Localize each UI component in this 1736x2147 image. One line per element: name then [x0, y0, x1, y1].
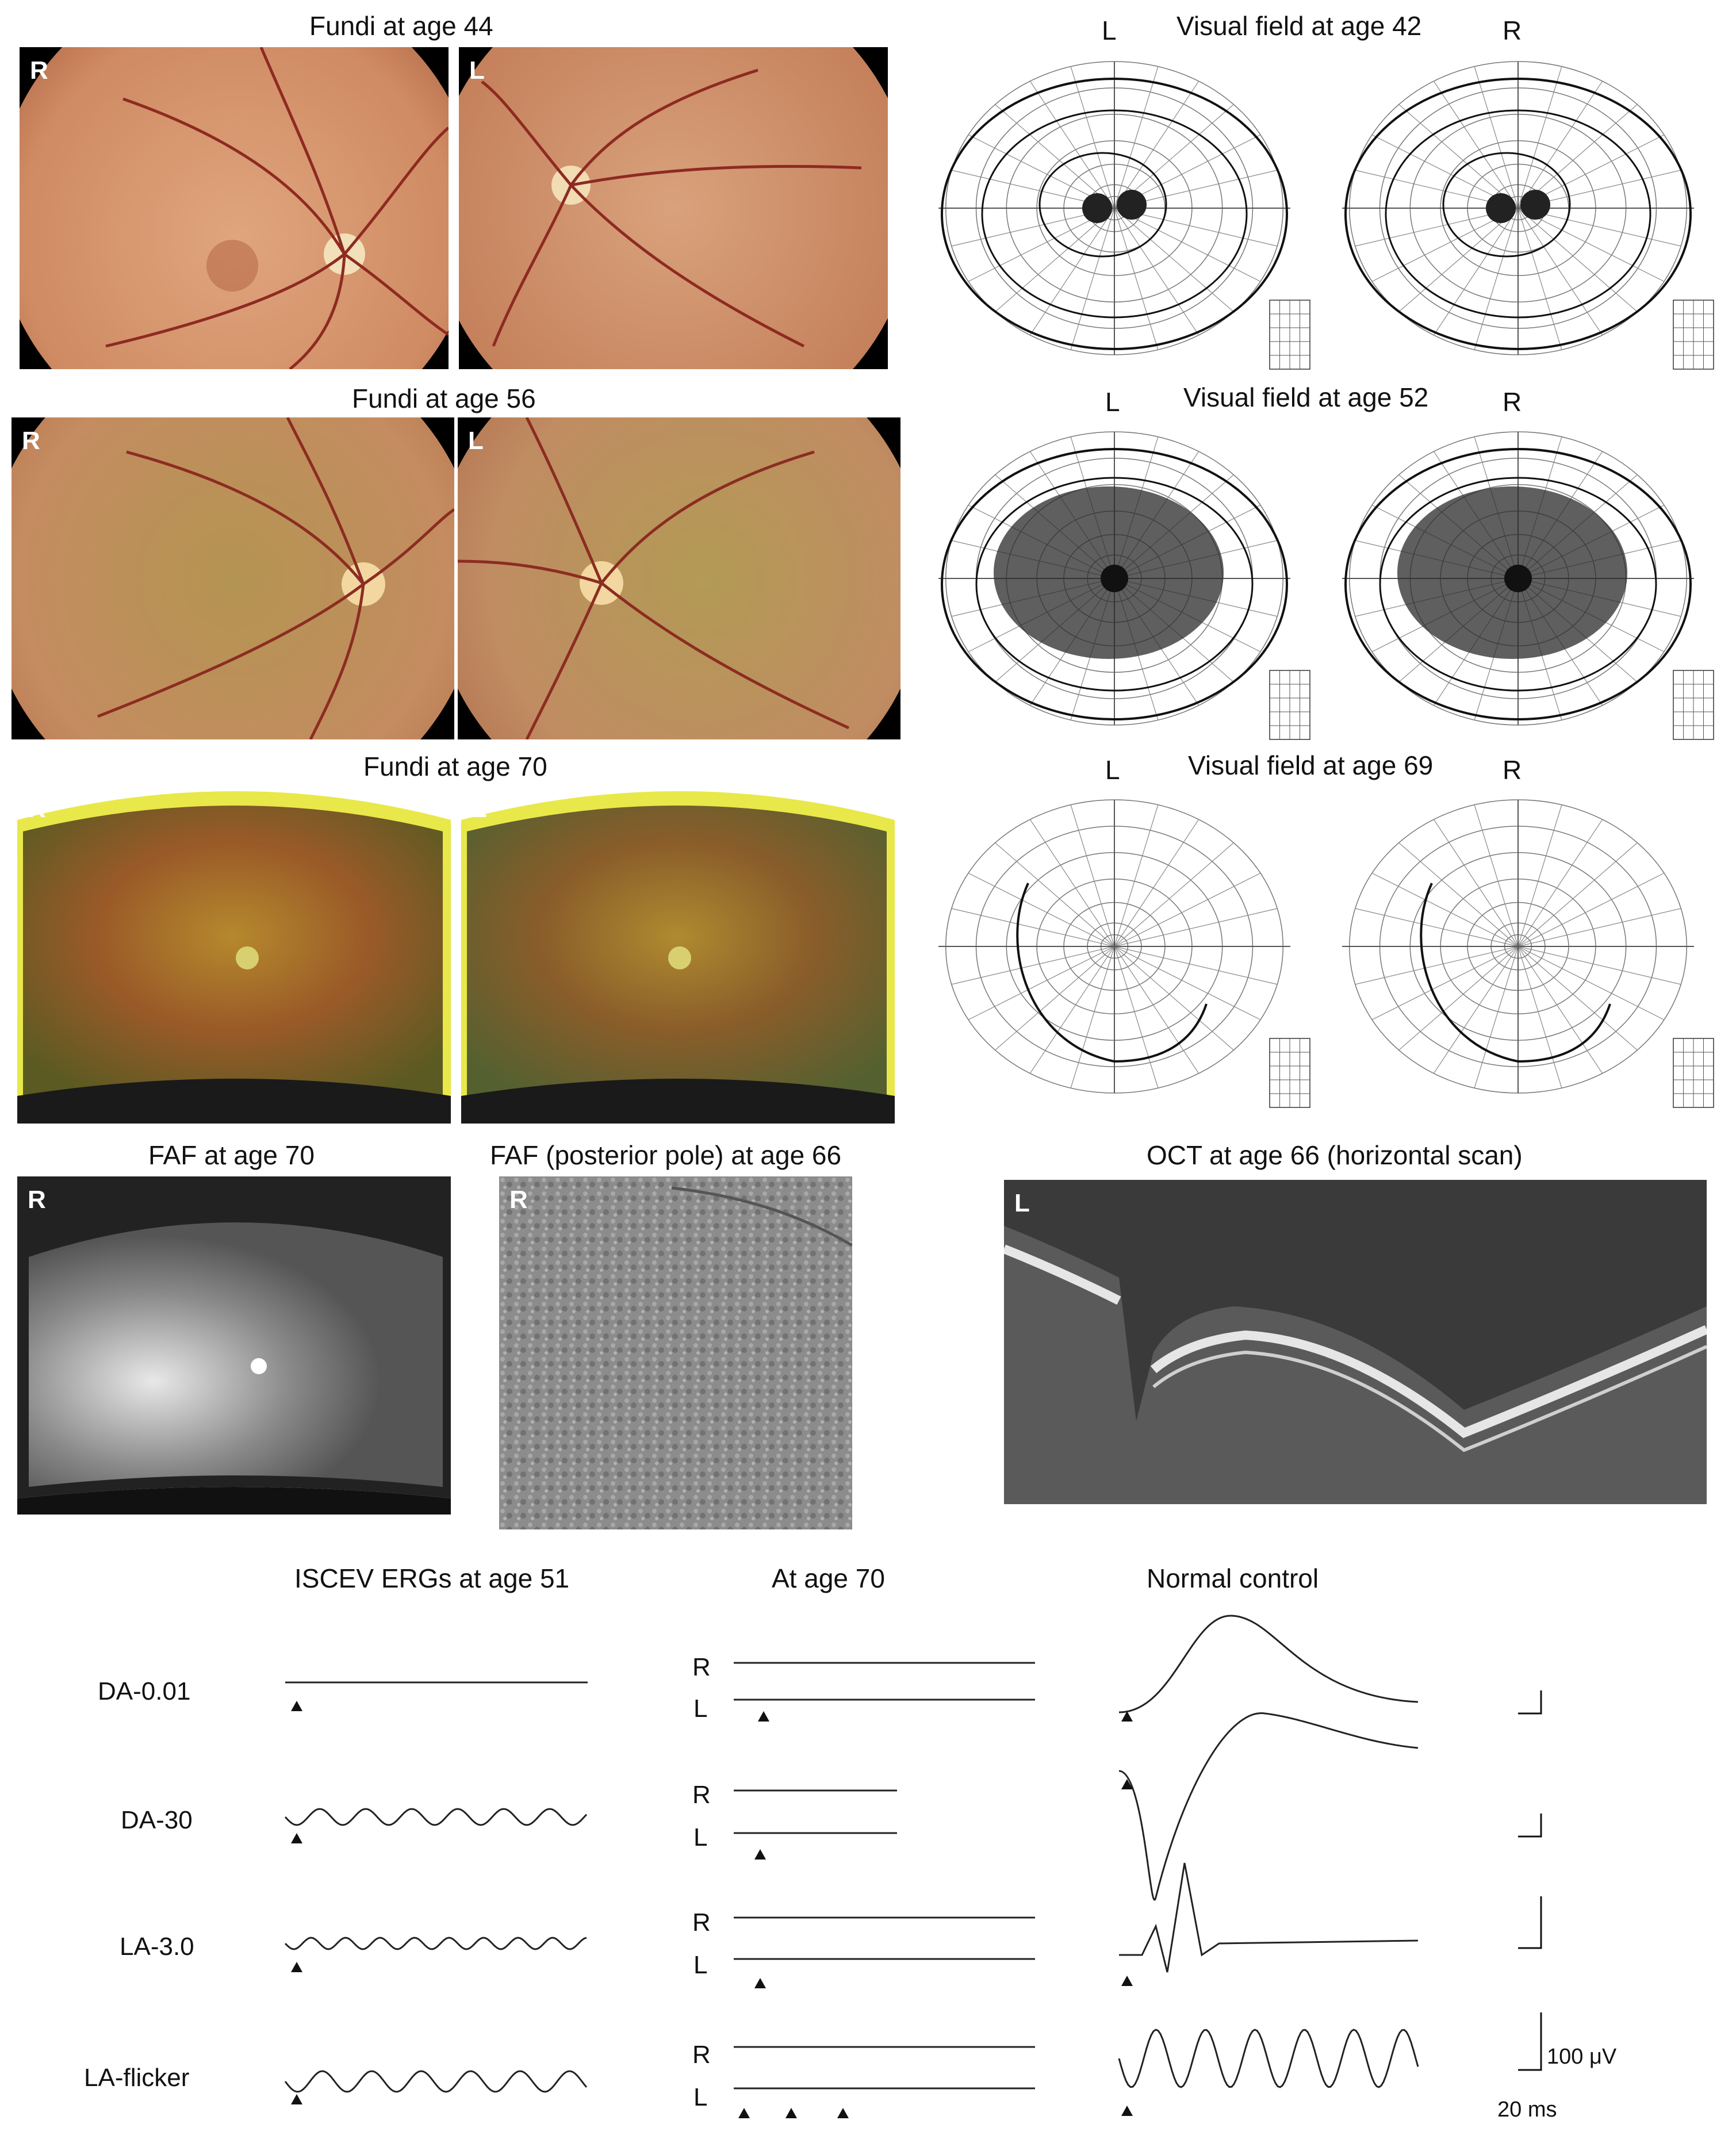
- erg-row-da001: DA-0.01: [98, 1677, 191, 1705]
- stimulus-marker: [1121, 1711, 1133, 1722]
- fundus-photo-56-right: R: [12, 417, 454, 739]
- visual-field-42-right: [1328, 53, 1719, 375]
- erg70-l-4: L: [693, 2083, 708, 2111]
- erg51-flicker: [284, 2070, 588, 2093]
- stimulus-marker: [291, 2094, 302, 2104]
- fundi-70-title: Fundi at age 70: [363, 752, 547, 781]
- erg70-r-2: R: [692, 1781, 711, 1809]
- vf-42-r-label: R: [1503, 16, 1522, 45]
- erg70-l-2: L: [693, 1823, 708, 1851]
- vf-42-l-label: L: [1102, 16, 1117, 45]
- vf-69-r-label: R: [1503, 755, 1522, 785]
- erg70-r-4: R: [692, 2041, 711, 2069]
- stimulus-marker: [1121, 2106, 1133, 2116]
- normal-da001: [1118, 1615, 1419, 1713]
- erg-col2-title: At age 70: [772, 1563, 885, 1593]
- erg-row-laflicker: LA-flicker: [84, 2064, 190, 2092]
- visual-field-69-right: [1328, 791, 1719, 1113]
- oct-66-title: OCT at age 66 (horizontal scan): [1147, 1140, 1523, 1170]
- erg70-r-3: R: [692, 1908, 711, 1937]
- faf-66-title: FAF (posterior pole) at age 66: [490, 1140, 842, 1170]
- visual-field-42-left: [925, 53, 1316, 375]
- stimulus-marker: [291, 1833, 302, 1843]
- vf-52-r-label: R: [1503, 387, 1522, 417]
- vf-52-title: Visual field at age 52: [1183, 382, 1429, 412]
- erg-traces: [284, 1615, 1542, 2118]
- stimulus-marker: [837, 2108, 849, 2118]
- visual-field-52-right: [1328, 423, 1719, 745]
- faf-70-title: FAF at age 70: [148, 1140, 315, 1170]
- scale-bar-ms-label: 20 ms: [1497, 2098, 1557, 2122]
- uwf-fundus-70-left: L: [461, 785, 895, 1124]
- eye-label-r: R: [30, 56, 48, 85]
- scale-bar: [1518, 1896, 1542, 1949]
- erg70-l-1: L: [693, 1694, 708, 1723]
- scale-bar: [1518, 1690, 1542, 1715]
- fundus-photo-44-right: R: [20, 47, 449, 369]
- eye-label-r: R: [28, 795, 46, 823]
- eye-label-l: L: [469, 56, 485, 85]
- scale-bar: [1518, 1814, 1542, 1838]
- fundi-56-title: Fundi at age 56: [352, 384, 536, 413]
- normal-la30: [1119, 1862, 1419, 1973]
- stimulus-marker: [1121, 1976, 1133, 1986]
- erg70-l-3: L: [693, 1951, 708, 1979]
- vf-69-l-label: L: [1105, 755, 1120, 785]
- oct-66-image: L: [1004, 1180, 1707, 1504]
- stimulus-marker: [738, 2108, 750, 2118]
- fundus-photo-56-left: L: [458, 417, 900, 739]
- stimulus-marker: [758, 1711, 769, 1722]
- erg51-da30: [284, 1808, 588, 1826]
- erg-col3-title: Normal control: [1147, 1563, 1319, 1593]
- eye-label-l: L: [1014, 1189, 1030, 1217]
- stimulus-marker: [754, 1849, 766, 1860]
- eye-label-r: R: [509, 1186, 528, 1214]
- erg-row-la30: LA-3.0: [120, 1933, 194, 1961]
- eye-label-r: R: [22, 427, 40, 455]
- scale-bar-uv-label: 100 μV: [1547, 2045, 1617, 2069]
- vf-52-l-label: L: [1105, 387, 1120, 417]
- stimulus-marker: [291, 1962, 302, 1972]
- erg-row-da30: DA-30: [121, 1806, 193, 1834]
- faf-70-image: R: [17, 1176, 451, 1515]
- uwf-fundus-70-right: R: [17, 785, 451, 1124]
- visual-field-69-left: [925, 791, 1316, 1113]
- faf-66-posterior-image: R: [499, 1176, 852, 1529]
- erg-col1-title: ISCEV ERGs at age 51: [294, 1563, 570, 1593]
- visual-field-52-left: [925, 423, 1316, 745]
- vf-69-title: Visual field at age 69: [1188, 750, 1434, 780]
- fundus-photo-44-left: L: [459, 47, 888, 369]
- eye-label-l: L: [468, 427, 484, 455]
- normal-da30: [1118, 1712, 1419, 1901]
- normal-flicker: [1118, 2029, 1419, 2088]
- erg70-r-1: R: [692, 1653, 711, 1681]
- fundi-44-title: Fundi at age 44: [309, 11, 493, 41]
- stimulus-marker: [754, 1978, 766, 1988]
- scale-bar: [1518, 2012, 1542, 2071]
- erg51-la30: [284, 1937, 587, 1950]
- vf-42-title: Visual field at age 42: [1177, 11, 1422, 41]
- stimulus-marker: [291, 1701, 302, 1711]
- eye-label-r: R: [28, 1186, 46, 1214]
- stimulus-marker: [785, 2108, 797, 2118]
- eye-label-l: L: [472, 795, 487, 823]
- stimulus-marker: [1121, 1779, 1133, 1789]
